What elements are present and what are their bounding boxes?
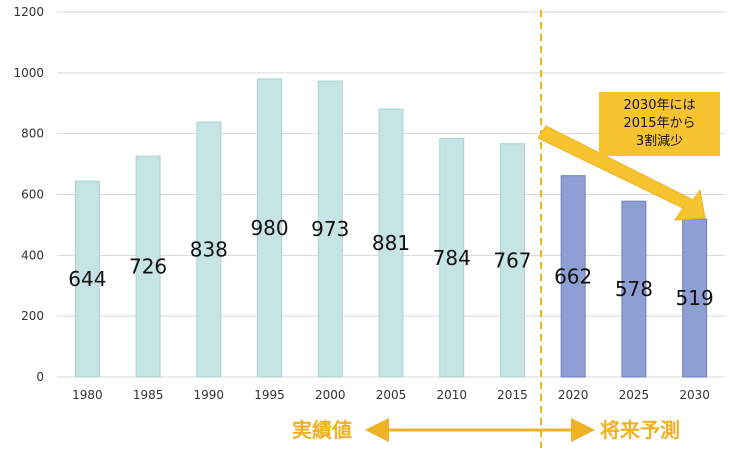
trend-arrow bbox=[537, 125, 706, 221]
y-axis-ticks: 0 200 400 600 800 1000 1200 bbox=[13, 5, 44, 384]
x-tick-label-2010: 2010 bbox=[436, 388, 467, 402]
y-tick-label: 800 bbox=[21, 127, 44, 141]
x-tick-label-1990: 1990 bbox=[194, 388, 225, 402]
bars: 644 726 838 980 973 881 784 767 662 578 519 bbox=[68, 78, 714, 378]
bar-1995 bbox=[257, 78, 283, 378]
x-tick-label-2020: 2020 bbox=[558, 388, 589, 402]
data-label-2020: 662 bbox=[554, 264, 592, 288]
period-label-actual: 実績値 bbox=[292, 418, 352, 442]
x-tick-label-2000: 2000 bbox=[315, 388, 346, 402]
y-tick-label: 600 bbox=[21, 188, 44, 202]
bar-1980 bbox=[74, 180, 100, 378]
data-label-2015: 767 bbox=[493, 248, 531, 272]
y-tick-label: 1200 bbox=[13, 5, 44, 19]
bar-2020 bbox=[560, 175, 586, 378]
data-label-1990: 838 bbox=[190, 238, 228, 262]
data-label-2000: 973 bbox=[311, 217, 349, 241]
x-tick-label-2025: 2025 bbox=[619, 388, 650, 402]
bar-2010 bbox=[439, 138, 465, 378]
y-tick-label: 0 bbox=[36, 370, 44, 384]
bar-1985 bbox=[135, 155, 161, 378]
callout-line-1: 2030年には bbox=[623, 98, 695, 113]
data-label-1980: 644 bbox=[68, 267, 106, 291]
period-legend: 実績値 将来予測 bbox=[292, 418, 680, 442]
y-tick-label: 1000 bbox=[13, 66, 44, 80]
x-tick-label-2015: 2015 bbox=[497, 388, 528, 402]
bar-2005 bbox=[378, 108, 404, 378]
x-axis-ticks: 1980 1985 1990 1995 2000 2005 2010 2015 2020 2025… bbox=[72, 388, 710, 402]
bar-2000 bbox=[317, 80, 343, 378]
x-tick-label-2030: 2030 bbox=[679, 388, 710, 402]
y-tick-label: 200 bbox=[21, 309, 44, 323]
data-label-1985: 726 bbox=[129, 255, 167, 279]
y-tick-label: 400 bbox=[21, 248, 44, 262]
data-label-1995: 980 bbox=[250, 216, 288, 240]
data-label-2010: 784 bbox=[433, 246, 471, 270]
callout-box: 2030年には 2015年から 3割減少 bbox=[599, 92, 720, 156]
x-tick-label-1980: 1980 bbox=[72, 388, 103, 402]
callout-line-2: 2015年から bbox=[623, 116, 695, 131]
data-label-2005: 881 bbox=[372, 231, 410, 255]
x-tick-label-2005: 2005 bbox=[376, 388, 407, 402]
bar-1990 bbox=[196, 121, 222, 378]
bar-2025 bbox=[621, 200, 647, 378]
data-label-2030: 519 bbox=[676, 286, 714, 310]
data-label-2025: 578 bbox=[615, 277, 653, 301]
x-tick-label-1985: 1985 bbox=[133, 388, 164, 402]
callout-line-3: 3割減少 bbox=[636, 133, 683, 149]
period-label-forecast: 将来予測 bbox=[600, 418, 680, 442]
x-tick-label-1995: 1995 bbox=[254, 388, 285, 402]
bar-2015 bbox=[499, 143, 525, 378]
